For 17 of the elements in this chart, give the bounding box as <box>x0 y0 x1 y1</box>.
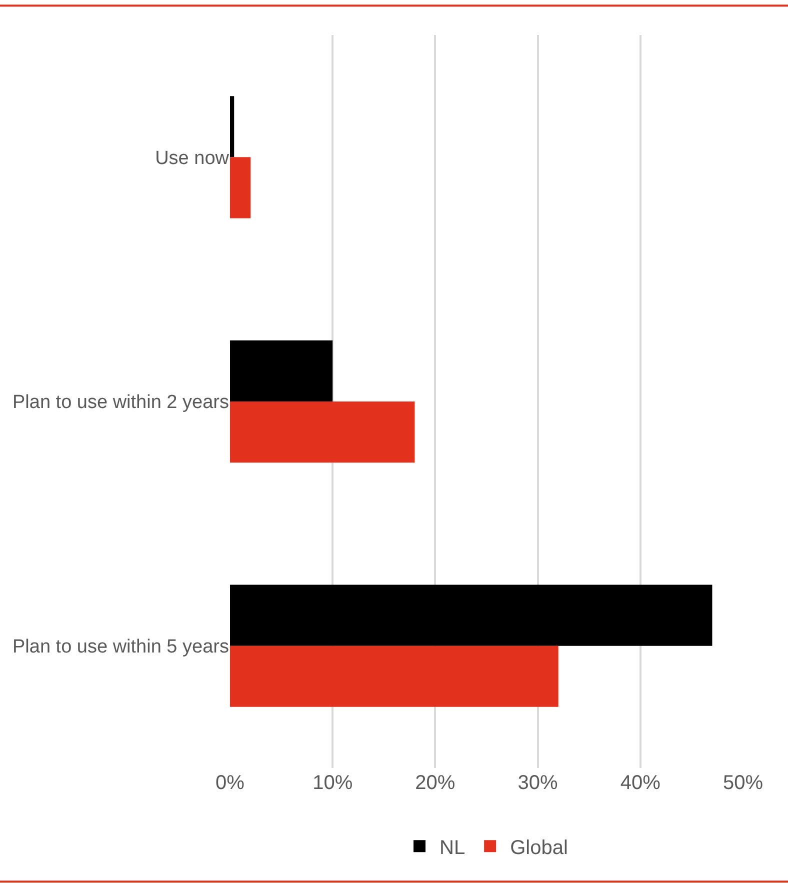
x-tick-label: 10% <box>312 772 353 794</box>
x-tick-label: 20% <box>415 772 456 794</box>
x-tick-label: 40% <box>620 772 661 794</box>
bar <box>230 646 558 707</box>
bar <box>230 96 234 158</box>
legend-label: Global <box>510 836 568 859</box>
x-tick-label: 0% <box>216 772 245 794</box>
bar <box>230 157 251 218</box>
bar <box>230 584 712 646</box>
y-tick-label: Use now <box>155 148 230 169</box>
x-tick-label: 50% <box>722 772 764 794</box>
x-tick-label: 30% <box>518 772 558 794</box>
bar <box>230 340 333 402</box>
y-tick-label: Plan to use within 2 years <box>12 392 229 414</box>
bar <box>230 402 415 463</box>
legend-label: NL <box>440 836 466 859</box>
y-tick-label: Plan to use within 5 years <box>12 636 229 658</box>
